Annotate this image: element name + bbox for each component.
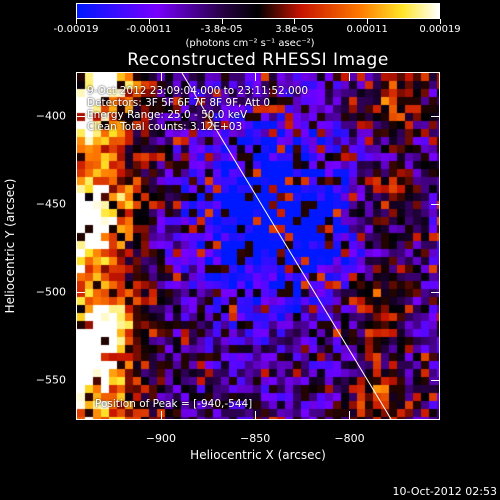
rhessi-intensity-map — [77, 73, 439, 419]
y-axis-label: Heliocentric Y (arcsec) — [3, 178, 17, 314]
x-tick-mark — [255, 73, 257, 81]
info-method-counts: Clean Total counts: 3.12E+03 — [87, 121, 243, 133]
y-tick-mark — [77, 203, 85, 205]
colorbar-tick — [76, 19, 77, 24]
x-tick-mark — [349, 411, 351, 419]
y-tick-label: −500 — [35, 285, 66, 299]
y-tick-mark — [77, 291, 85, 293]
colorbar-tick — [221, 19, 223, 24]
solar-limb-line — [181, 73, 392, 419]
y-tick-mark — [77, 115, 85, 117]
colorbar — [76, 3, 440, 19]
image-info-block: 9-Oct-2012 23:09:04.000 to 23:11:52.000 … — [87, 85, 308, 133]
image-title: Reconstructed RHESSI Image — [127, 50, 389, 70]
limb-overlay — [181, 73, 392, 419]
y-tick-mark — [431, 291, 439, 293]
colorbar-tick-label: -0.00011 — [126, 24, 172, 35]
x-tick-mark — [349, 73, 351, 81]
colorbar-tick — [294, 19, 296, 24]
colorbar-tick-label: -3.8e-05 — [200, 24, 243, 35]
x-tick-mark — [255, 411, 257, 419]
colorbar-tick — [148, 19, 150, 24]
colorbar-tick-label: 0.00011 — [346, 24, 388, 35]
colorbar-tick-label: 0.00019 — [419, 24, 461, 35]
info-energy-range: Energy Range: 25.0 - 50.0 keV — [87, 109, 248, 121]
colorbar-units: (photons cm⁻² s⁻¹ asec⁻²) — [185, 38, 315, 49]
footer-timestamp: 10-Oct-2012 02:53 — [392, 485, 497, 498]
y-tick-label: −550 — [35, 373, 66, 387]
info-detectors: Detectors: 3F 5F 6F 7F 8F 9F, Att 0 — [87, 97, 271, 109]
x-tick-label: −850 — [240, 432, 271, 445]
colorbar-gradient — [77, 4, 439, 18]
colorbar-tick — [367, 19, 369, 24]
y-tick-label: −400 — [35, 109, 66, 123]
x-axis-label: Heliocentric X (arcsec) — [190, 448, 326, 462]
colorbar-tick-label: -0.00019 — [53, 24, 99, 35]
info-time-range: 9-Oct-2012 23:09:04.000 to 23:11:52.000 — [87, 85, 309, 97]
x-tick-label: −800 — [334, 432, 365, 445]
x-tick-mark — [160, 411, 162, 419]
y-tick-mark — [77, 379, 85, 381]
y-tick-mark — [431, 203, 439, 205]
y-tick-mark — [431, 379, 439, 381]
x-tick-label: −900 — [145, 432, 176, 445]
x-tick-mark — [160, 73, 162, 81]
rhessi-image-plot: 9-Oct-2012 23:09:04.000 to 23:11:52.000 … — [76, 72, 440, 420]
colorbar-tick-label: 3.8e-05 — [275, 24, 314, 35]
peak-position-label: Position of Peak = [-940,-544] — [95, 398, 253, 410]
y-tick-mark — [431, 115, 439, 117]
colorbar-tick — [440, 19, 441, 24]
y-tick-label: −450 — [35, 197, 66, 211]
